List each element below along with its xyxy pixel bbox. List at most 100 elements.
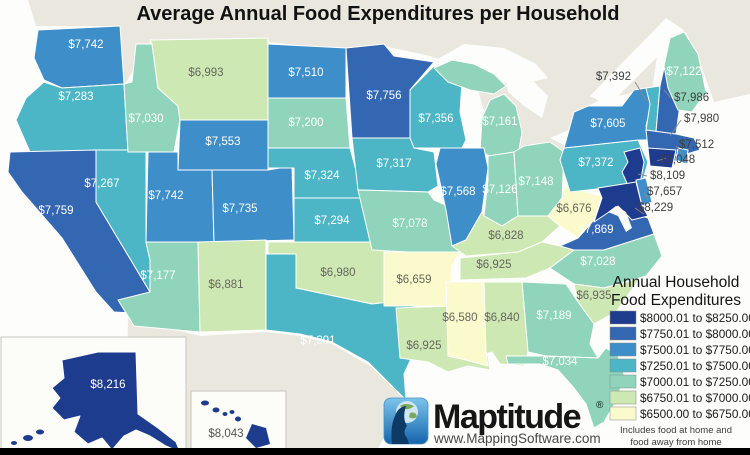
state-georgia [521, 281, 599, 359]
label-kentucky: $6,828 [488, 230, 523, 242]
label-west-virginia: $6,676 [556, 203, 591, 215]
leader-new-hampshire [663, 89, 672, 99]
label-texas: $7,391 [300, 335, 335, 347]
state-alaska [51, 351, 181, 453]
label-alabama: $6,840 [484, 312, 519, 324]
state-washington [33, 25, 125, 89]
label-virginia: $7,869 [578, 224, 613, 236]
states-layer [7, 25, 707, 429]
label-missouri: $7,078 [392, 218, 427, 230]
lake-michigan [458, 84, 484, 148]
label-ohio: $7,148 [518, 176, 553, 188]
legend-swatch-6 [609, 390, 637, 405]
label-arkansas: $6,659 [396, 274, 431, 286]
label-nebraska: $7,324 [304, 170, 340, 182]
legend-label-4: $7250.01 to $7500.00 [640, 359, 750, 373]
leader-connecticut [656, 157, 667, 162]
legend-title-line2: Food Expenditures [611, 292, 741, 309]
legend-swatch-7 [609, 406, 637, 421]
logo-wordmark: Maptitude [433, 398, 581, 436]
label-mississippi: $6,580 [442, 312, 477, 324]
state-connecticut [647, 147, 677, 169]
legend-footnote-line2: food away from home [630, 437, 721, 448]
maptitude-logo: Maptitude ® www.MappingSoftware.com [383, 397, 604, 446]
canada-landmass [28, 0, 750, 152]
label-oregon: $7,283 [58, 91, 93, 103]
label-nevada: $7,267 [84, 178, 119, 190]
state-alabama [483, 281, 529, 367]
label-california: $7,759 [38, 205, 73, 217]
label-vermont: $7,392 [596, 71, 631, 83]
aleutian-island-1 [23, 435, 33, 441]
label-new-mexico: $6,881 [208, 279, 243, 291]
state-texas [265, 253, 417, 401]
hawaii-island-4 [229, 410, 235, 414]
page-title: Average Annual Food Expenditures per Hou… [136, 3, 619, 25]
legend-swatch-2 [609, 326, 637, 341]
leader-massachusetts [669, 119, 682, 137]
alaska-inset: $8,216 [0, 336, 187, 455]
hawaii-inset: $8,043 [190, 390, 287, 455]
hawaii-island-2 [212, 407, 220, 413]
leader-rhode-island [675, 145, 683, 155]
hawaii-island-5 [235, 416, 241, 422]
logo-head-silhouette-icon [391, 406, 409, 444]
legend-swatch-4 [609, 358, 637, 373]
label-oklahoma: $6,980 [320, 267, 355, 279]
legend-footnote-line1: Includes food at home and [620, 425, 732, 436]
label-new-hampshire: $7,986 [674, 92, 709, 104]
state-michigan-upper [433, 59, 507, 95]
label-new-york: $7,605 [590, 118, 625, 130]
legend-label-6: $6750.01 to $7000.00 [640, 391, 750, 405]
label-florida: $7,034 [542, 356, 578, 368]
chesapeake-bay [608, 206, 632, 232]
legend-swatch-5 [609, 374, 637, 389]
legend-label-3: $7500.01 to $7750.00 [640, 343, 750, 357]
logo-url: www.MappingSoftware.com [433, 431, 601, 446]
state-maine [663, 31, 707, 113]
label-maine: $7,122 [666, 66, 701, 78]
label-massachusetts: $7,980 [684, 113, 719, 125]
label-wyoming: $7,553 [205, 136, 240, 148]
label-south-carolina: $6,935 [576, 290, 611, 302]
label-pennsylvania: $7,372 [578, 157, 613, 169]
label-colorado: $7,735 [222, 203, 257, 215]
lake-superior [436, 44, 548, 84]
label-north-dakota: $7,510 [288, 67, 323, 79]
hawaii-inset-box [190, 390, 287, 455]
state-florida [505, 347, 625, 429]
state-labels: $7,742 $7,283 $7,759 $7,267 $7,030 $6,99… [38, 39, 719, 368]
lake-huron [506, 82, 548, 118]
label-rhode-island: $7,512 [679, 139, 714, 151]
state-north-carolina [549, 233, 663, 289]
label-utah: $7,742 [148, 190, 183, 202]
label-connecticut: $8,048 [660, 154, 695, 166]
state-mississippi [445, 281, 489, 367]
label-louisiana: $6,925 [406, 340, 441, 352]
legend: Annual Household Food Expenditures $8000… [609, 274, 750, 448]
label-alaska: $8,216 [90, 379, 125, 391]
legend-label-1: $8000.01 to $8250.00 [640, 311, 750, 325]
aleutian-island-2 [36, 429, 44, 435]
label-new-jersey: $8,109 [650, 170, 685, 182]
aleutian-island-3 [11, 441, 17, 445]
bottom-bar [0, 448, 750, 455]
leader-new-jersey [637, 173, 648, 177]
label-maryland: $8,229 [638, 202, 673, 214]
leader-vermont [634, 81, 647, 101]
legend-title-line1: Annual Household [613, 274, 740, 291]
label-north-carolina: $7,028 [580, 256, 615, 268]
leader-maryland [634, 207, 645, 215]
label-georgia: $7,189 [536, 310, 571, 322]
hawaii-big-island [246, 424, 270, 448]
leader-delaware [643, 191, 649, 201]
callout-leaders [634, 81, 683, 215]
label-arizona: $7,177 [140, 270, 175, 282]
label-delaware: $7,657 [647, 186, 682, 198]
label-south-dakota: $7,200 [288, 117, 323, 129]
state-rhode-island [675, 147, 689, 165]
hawaii-island-3 [222, 412, 228, 416]
label-montana: $6,993 [188, 67, 223, 79]
